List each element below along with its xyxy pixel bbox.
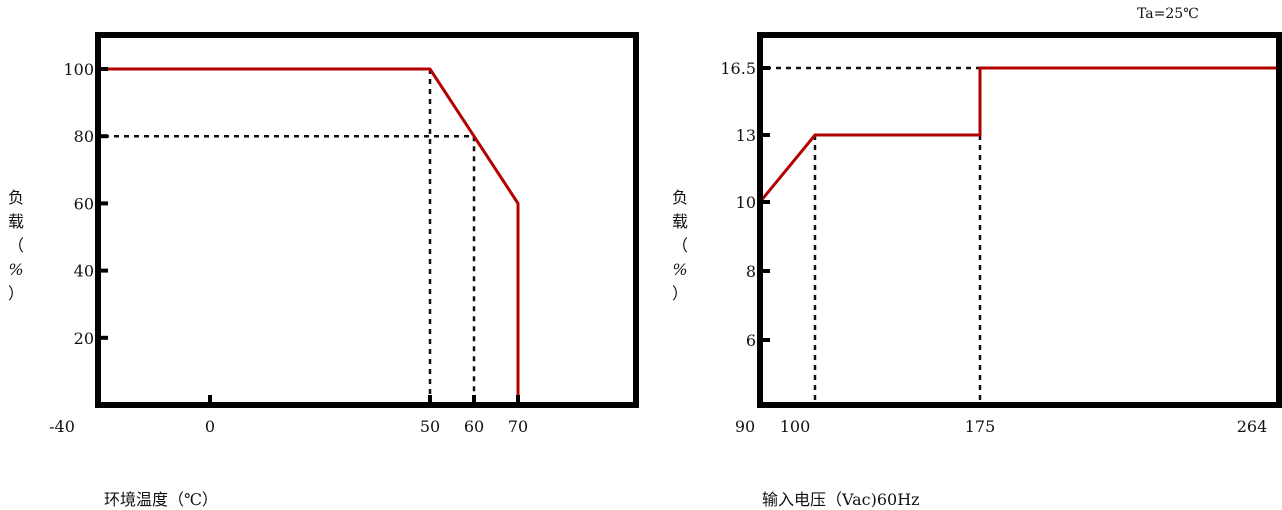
- left-y-tick-label: 80: [74, 127, 94, 146]
- right-y-tick-label: 10: [736, 193, 756, 212]
- left-x-tick-label: -40: [49, 417, 75, 436]
- left-x-tick-label: 60: [464, 417, 484, 436]
- right-x-axis-title: 输入电压（Vac)60Hz: [762, 490, 920, 509]
- right-y-tick-label: 6: [746, 331, 756, 350]
- left-y-tick-label: 20: [74, 329, 94, 348]
- left-ylabel-char: 负: [7, 188, 24, 207]
- left-y-tick-label: 100: [63, 60, 94, 79]
- left-ylabel-char: ）: [7, 284, 24, 303]
- left-derating-line: [104, 67, 520, 405]
- left-ylabel-char: （: [7, 236, 24, 255]
- left-y-axis-label: 负 载 （ % ）: [6, 186, 26, 306]
- right-y-tick-label: 13: [736, 126, 756, 145]
- left-x-tick-label: 70: [508, 417, 528, 436]
- ambient-temperature-note: Ta=25℃: [1137, 6, 1199, 22]
- right-x-tick-label: 264: [1237, 417, 1268, 436]
- right-x-tick-label: 175: [965, 417, 996, 436]
- left-ylabel-char: 载: [7, 212, 24, 231]
- left-y-tick-label: 40: [74, 262, 94, 281]
- right-plot-frame: [757, 32, 1282, 408]
- right-ylabel-char: 载: [671, 212, 688, 231]
- right-y-axis-label: 负 载 （ % ）: [670, 186, 690, 306]
- left-x-tick-label: 0: [205, 417, 215, 436]
- right-y-tick-label: 8: [746, 262, 756, 281]
- right-ylabel-char: （: [671, 236, 688, 255]
- left-ylabel-char: %: [8, 260, 24, 279]
- right-x-tick-label: 100: [780, 417, 811, 436]
- right-output-line: [758, 66, 1276, 203]
- right-chart: 6 8 10 13 16.5 90 100 175 264: [720, 32, 1282, 436]
- left-y-tick-label: 60: [74, 194, 94, 213]
- right-ylabel-char: %: [672, 260, 688, 279]
- right-ylabel-char: 负: [671, 188, 688, 207]
- right-x-tick-label: 90: [735, 417, 755, 436]
- left-x-axis-title: 环境温度（℃）: [104, 490, 218, 509]
- left-chart: 20 40 60 80 100 -40 0 50 60 70: [49, 32, 639, 436]
- right-ylabel-char: ）: [671, 284, 688, 303]
- right-y-tick-label: 16.5: [720, 59, 756, 78]
- left-x-tick-label: 50: [420, 417, 440, 436]
- left-plot-frame: [95, 32, 639, 408]
